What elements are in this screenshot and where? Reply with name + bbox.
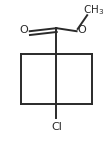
Text: Cl: Cl bbox=[51, 122, 61, 132]
Text: O: O bbox=[19, 25, 28, 35]
Text: CH$_3$: CH$_3$ bbox=[82, 3, 103, 17]
Text: O: O bbox=[77, 25, 86, 35]
